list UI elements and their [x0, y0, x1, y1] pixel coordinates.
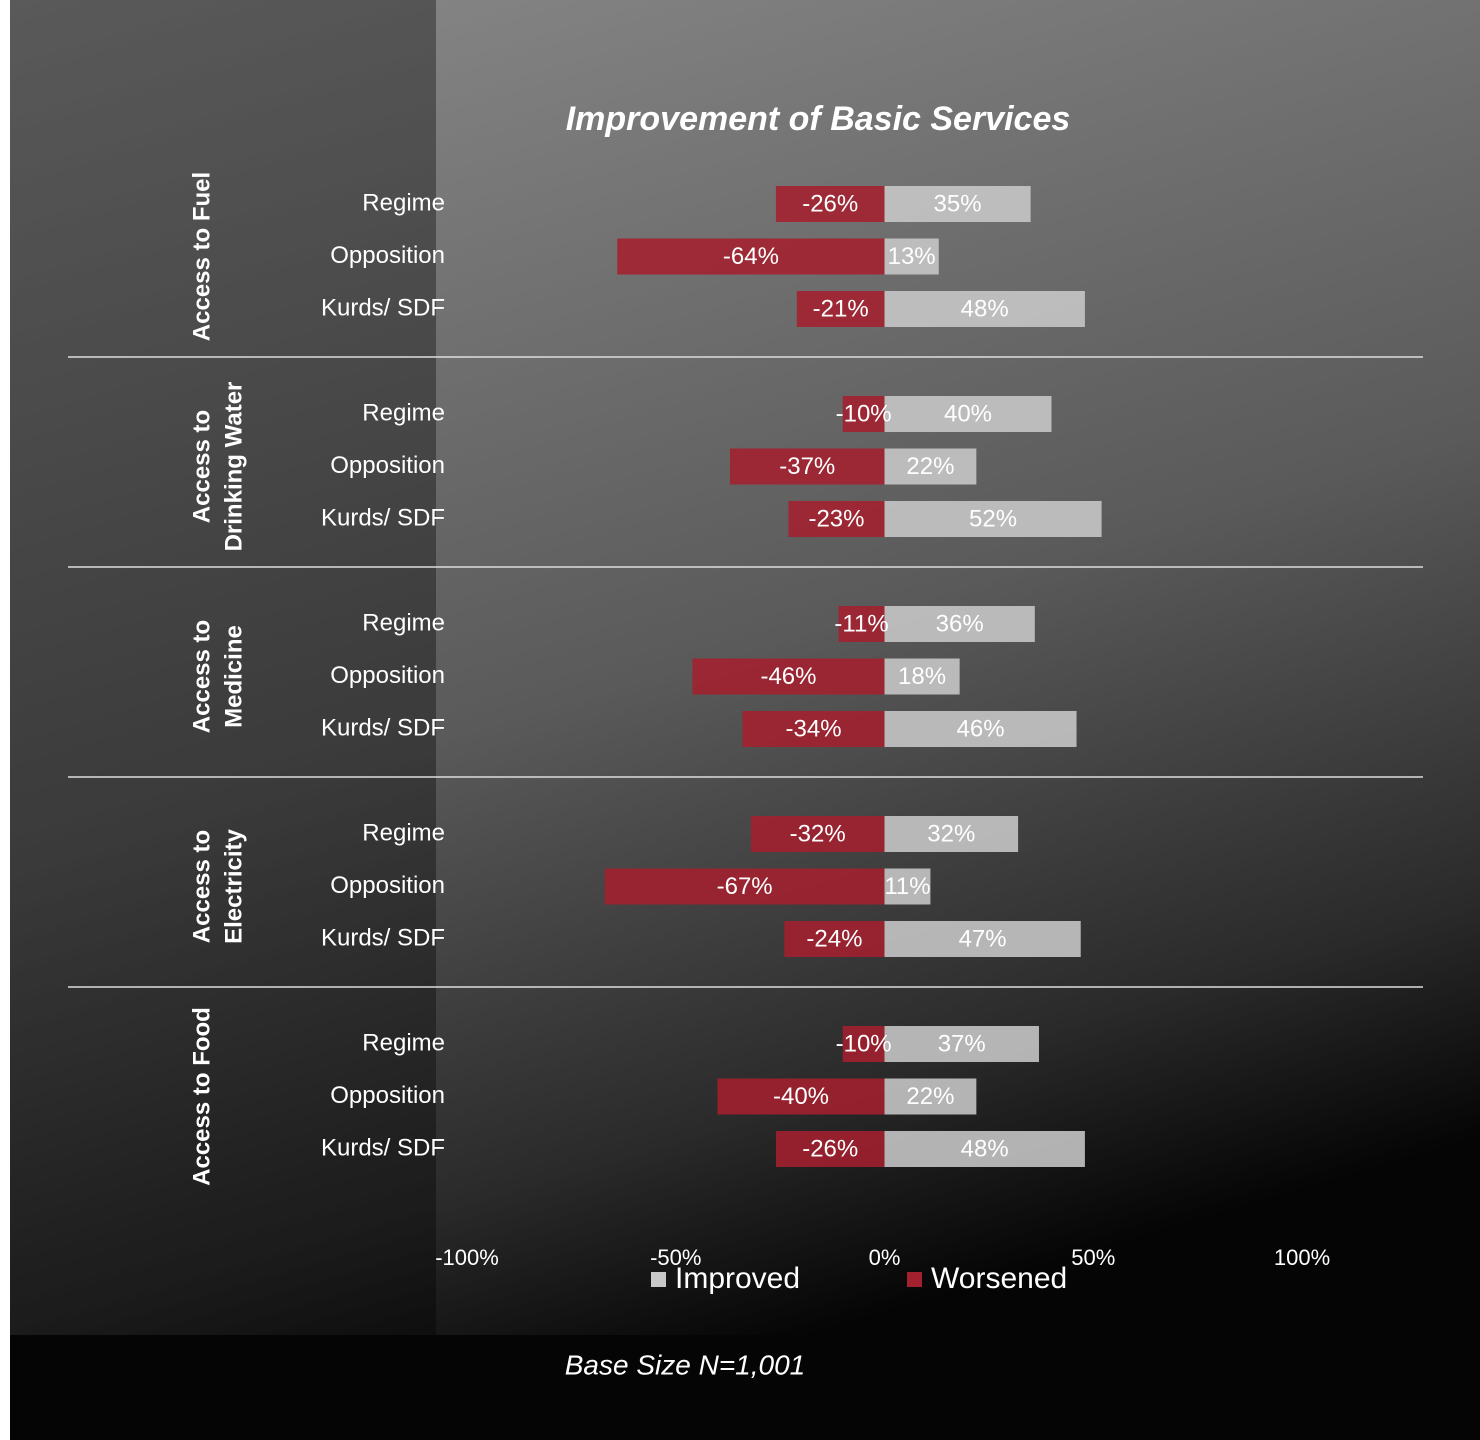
value-label: 32%: [927, 820, 975, 847]
value-label: 35%: [934, 190, 982, 217]
value-label: -26%: [802, 1135, 858, 1162]
value-label: -40%: [773, 1083, 829, 1110]
bar: [730, 448, 885, 485]
category-label: Kurds/ SDF: [321, 714, 445, 741]
category-label: Regime: [362, 1029, 445, 1056]
category-label: Regime: [362, 609, 445, 636]
value-label: 48%: [961, 295, 1009, 322]
bar: [842, 1026, 885, 1062]
value-label: 47%: [959, 925, 1007, 952]
value-label: 22%: [906, 1083, 954, 1110]
group-label: Access to: [188, 410, 215, 523]
category-label: Regime: [362, 399, 445, 426]
legend-swatch: [907, 1272, 922, 1287]
value-label: 48%: [961, 1135, 1009, 1162]
bar: [617, 238, 885, 275]
group-label: Access to Food: [188, 1007, 215, 1186]
x-tick-label: -100%: [435, 1245, 499, 1270]
category-label: Opposition: [330, 1082, 445, 1109]
value-label: 11%: [884, 873, 930, 900]
bar: [742, 711, 885, 747]
bar: [775, 186, 885, 222]
category-label: Regime: [362, 819, 445, 846]
bar: [750, 816, 885, 852]
bar: [884, 1026, 1039, 1062]
category-label: Opposition: [330, 662, 445, 689]
value-label: -21%: [813, 295, 869, 322]
group-label: Medicine: [220, 625, 247, 728]
bar: [884, 658, 960, 695]
bar: [884, 1078, 977, 1115]
category-label: Kurds/ SDF: [321, 504, 445, 531]
bar: [884, 921, 1081, 957]
value-label: 22%: [906, 453, 954, 480]
bar: [717, 1078, 885, 1115]
value-label: 46%: [957, 715, 1005, 742]
value-label: -64%: [723, 243, 779, 270]
value-label: -26%: [802, 190, 858, 217]
category-label: Kurds/ SDF: [321, 294, 445, 321]
value-label: -23%: [808, 505, 864, 532]
bar: [884, 711, 1077, 747]
group-label: Electricity: [220, 828, 247, 943]
value-label: -10%: [836, 1030, 892, 1057]
value-label: -24%: [806, 925, 862, 952]
ground: [10, 1335, 1480, 1440]
bar: [775, 1131, 885, 1167]
group-label: Access to Fuel: [188, 172, 215, 341]
value-label: -10%: [836, 400, 892, 427]
bar: [796, 291, 885, 327]
category-label: Kurds/ SDF: [321, 1134, 445, 1161]
bar: [784, 921, 885, 957]
bar: [788, 501, 885, 537]
value-label: 52%: [969, 505, 1017, 532]
category-label: Kurds/ SDF: [321, 924, 445, 951]
bar: [884, 396, 1052, 432]
bar: [604, 868, 885, 905]
chart-title: Improvement of Basic Services: [566, 100, 1071, 138]
value-label: 40%: [944, 400, 992, 427]
legend-label: Improved: [675, 1262, 800, 1295]
value-label: 13%: [888, 243, 936, 270]
value-label: -34%: [786, 715, 842, 742]
value-label: 37%: [938, 1030, 986, 1057]
group-label: Access to: [188, 830, 215, 943]
bar: [884, 606, 1035, 642]
x-tick-label: 100%: [1274, 1245, 1330, 1270]
bar: [842, 396, 885, 432]
bar: [884, 238, 939, 275]
bar: [884, 448, 977, 485]
bar: [838, 606, 885, 642]
value-label: -37%: [779, 453, 835, 480]
x-tick-label: 0%: [869, 1245, 901, 1270]
value-label: -46%: [760, 663, 816, 690]
value-label: -67%: [717, 873, 773, 900]
category-label: Opposition: [330, 452, 445, 479]
value-label: -11%: [834, 610, 888, 637]
footnote: Base Size N=1,001: [565, 1349, 806, 1380]
category-label: Opposition: [330, 242, 445, 269]
bar: [884, 868, 931, 905]
category-label: Regime: [362, 189, 445, 216]
x-tick-label: -50%: [650, 1245, 701, 1270]
bar: [884, 816, 1019, 852]
group-label: Access to: [188, 620, 215, 733]
left-shade: [10, 0, 436, 1340]
value-label: -32%: [790, 820, 846, 847]
legend-swatch: [651, 1272, 666, 1287]
x-tick-label: 50%: [1071, 1245, 1115, 1270]
category-label: Opposition: [330, 872, 445, 899]
bar: [692, 658, 885, 695]
bar: [884, 186, 1031, 222]
bar: [884, 501, 1102, 537]
value-label: 36%: [936, 610, 984, 637]
legend-label: Worsened: [931, 1262, 1067, 1295]
group-label: Drinking Water: [220, 382, 247, 552]
value-label: 18%: [898, 663, 946, 690]
bar: [884, 1131, 1085, 1167]
bar: [884, 291, 1085, 327]
